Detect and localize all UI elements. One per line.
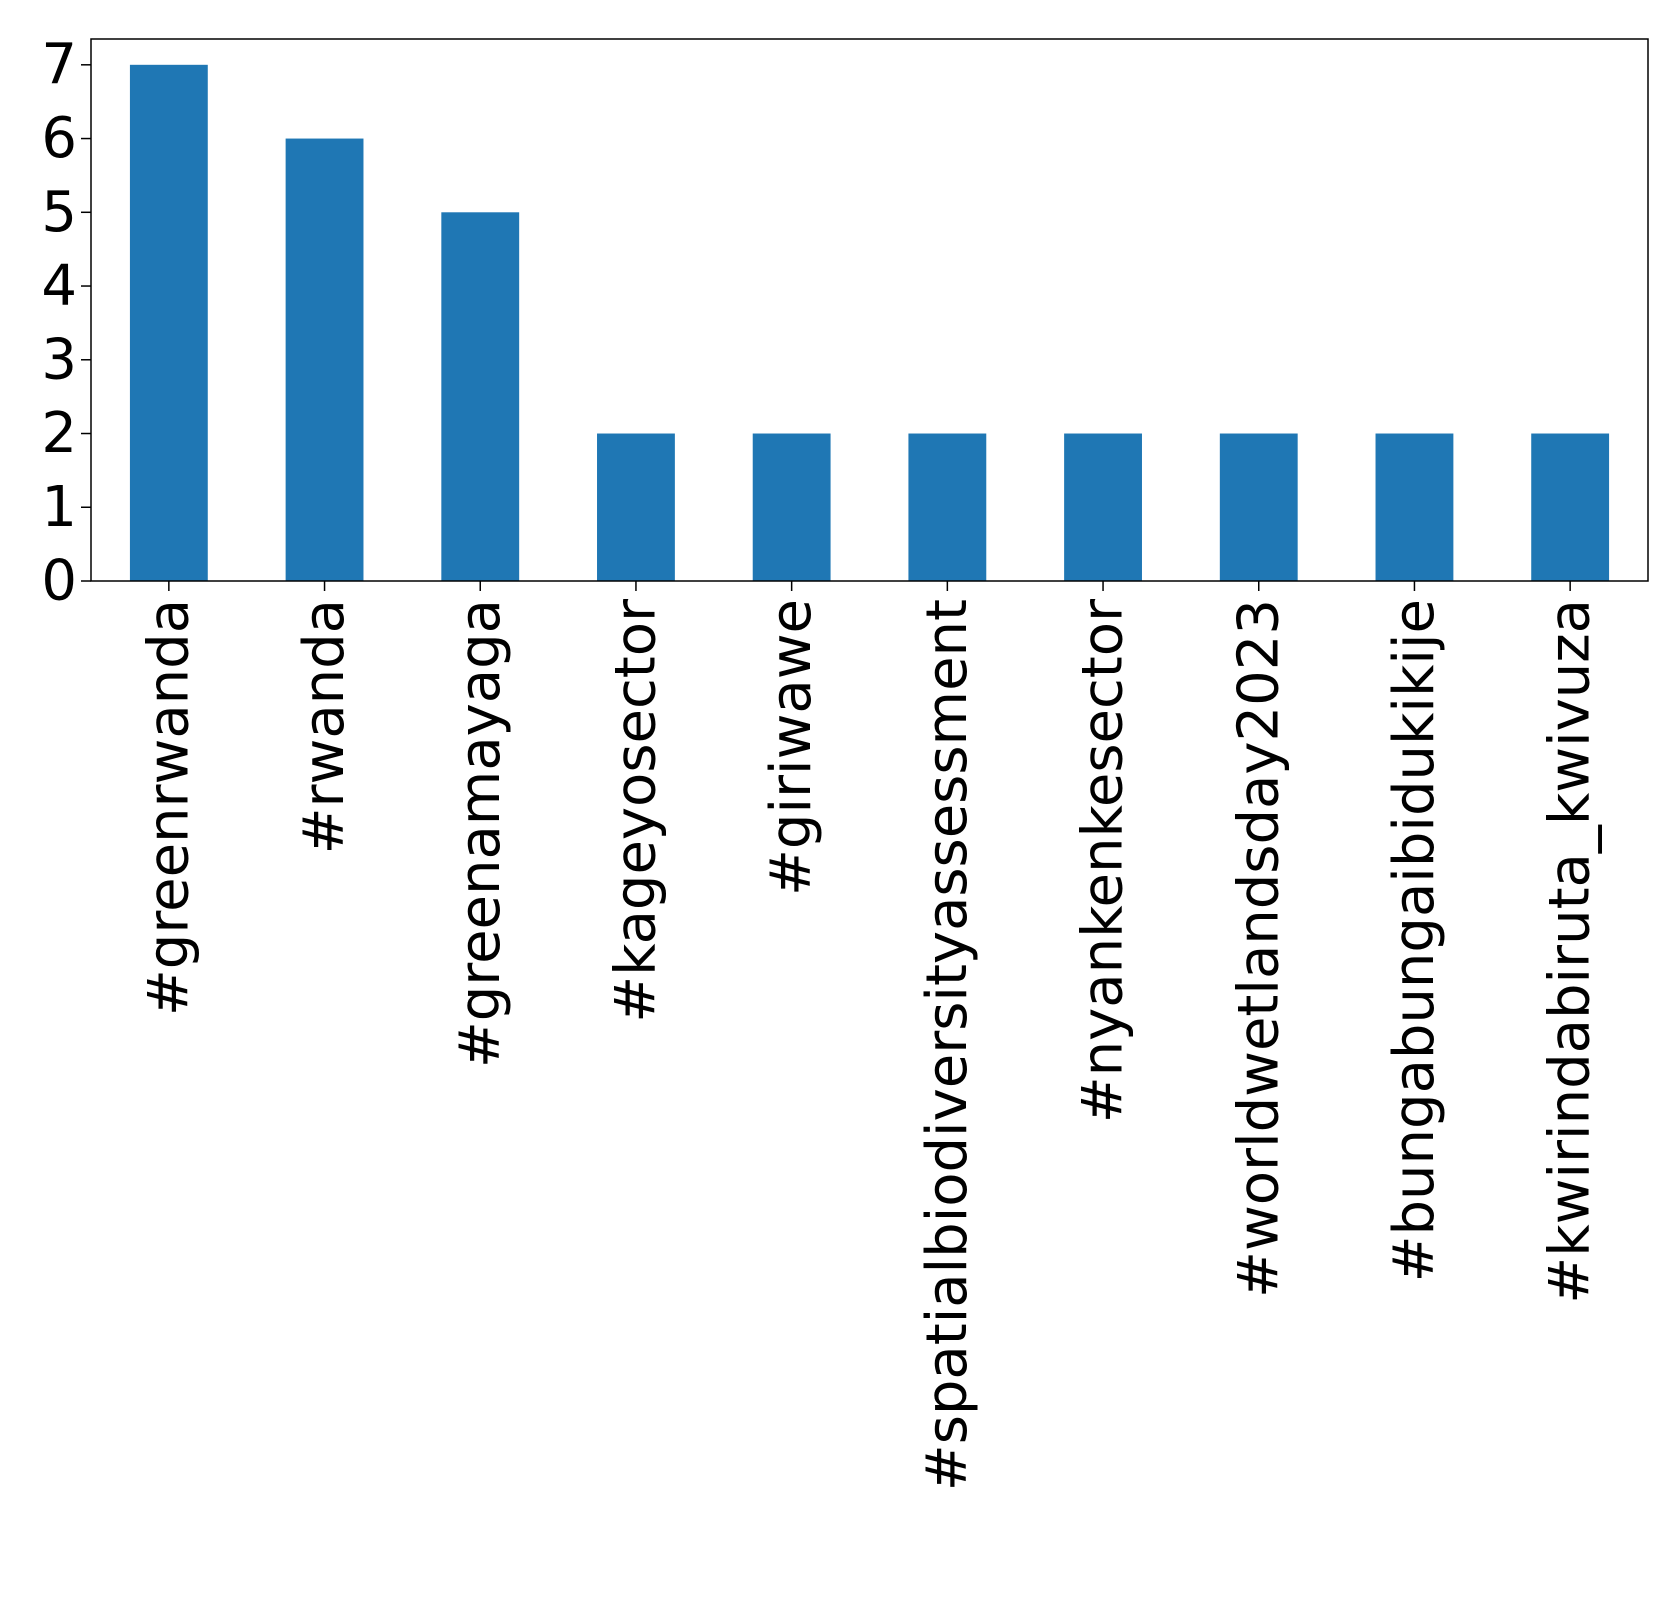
x-tick-label: #spatialbiodiversityassessment xyxy=(915,599,980,1491)
y-tick-label: 5 xyxy=(41,180,77,245)
y-axis: 0 1 2 3 4 5 6 7 xyxy=(41,32,91,614)
x-tick-label: #worldwetlandsday2023 xyxy=(1226,599,1291,1298)
bar-greenrwanda xyxy=(129,64,208,582)
y-tick-label: 6 xyxy=(41,106,77,171)
bar-nyankenkesector xyxy=(1064,433,1142,581)
y-tick-label: 3 xyxy=(41,327,77,392)
x-axis: #greenrwanda #rwanda #greenamayaga #kageyos… xyxy=(136,581,1603,1491)
x-tick-label: #kwirindabiruta_kwivuza xyxy=(1538,599,1603,1304)
y-tick-label: 1 xyxy=(41,475,77,540)
bars-layer xyxy=(129,64,1610,582)
bar-greenamayaga xyxy=(441,212,520,581)
y-tick-label: 0 xyxy=(41,549,77,614)
x-tick-label: #giriwawe xyxy=(759,599,824,896)
x-tick-label: #nyankenkesector xyxy=(1071,598,1136,1123)
x-tick-label: #greenamayaga xyxy=(448,599,513,1068)
bar-rwanda xyxy=(285,138,364,581)
y-tick-label: 7 xyxy=(41,32,77,97)
bar-kageyosector xyxy=(597,433,675,581)
x-tick-label: #rwanda xyxy=(292,599,357,854)
x-tick-label: #kageyosector xyxy=(603,598,668,1023)
bar-bungabungaibidukikije xyxy=(1375,433,1454,581)
plot-frame xyxy=(90,38,1649,582)
bar-spatialbiodiversityassessment xyxy=(908,433,987,581)
x-tick-label: #bungabungaibidukikije xyxy=(1382,599,1447,1282)
bar-giriwawe xyxy=(752,433,831,581)
bar-kwirindabiruta-kwivuza xyxy=(1531,433,1610,581)
bar-worldwetlandsday2023 xyxy=(1219,433,1298,581)
y-tick-label: 4 xyxy=(41,254,77,319)
x-tick-label: #greenrwanda xyxy=(136,599,201,1016)
y-tick-label: 2 xyxy=(41,401,77,466)
